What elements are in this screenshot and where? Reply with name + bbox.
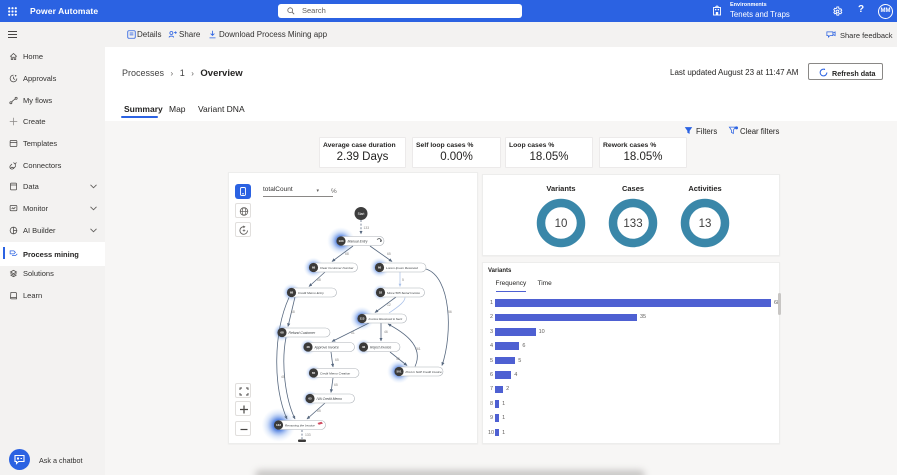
svg-text:133: 133 — [364, 226, 370, 230]
svg-text:Removing the Invoice: Removing the Invoice — [285, 424, 315, 428]
svg-text:52: 52 — [379, 291, 383, 295]
svg-text:Cases: Cases — [622, 184, 644, 193]
svg-text:133: 133 — [276, 423, 281, 427]
svg-text:13: 13 — [699, 218, 712, 230]
svg-text:10: 10 — [555, 218, 568, 230]
svg-text:68: 68 — [280, 331, 284, 335]
svg-text:56: 56 — [448, 310, 452, 314]
svg-text:65: 65 — [317, 409, 321, 413]
svg-text:Credit Memo Creation: Credit Memo Creation — [320, 372, 351, 376]
svg-text:68: 68 — [291, 310, 295, 314]
svg-text:133: 133 — [338, 239, 343, 243]
svg-text:65: 65 — [335, 358, 339, 362]
svg-text:Reject Invoice: Reject Invoice — [370, 346, 391, 350]
svg-text:65: 65 — [308, 397, 312, 401]
svg-text:65: 65 — [312, 371, 316, 375]
svg-text:Move 565 Serial Invoice: Move 565 Serial Invoice — [387, 291, 420, 295]
svg-text:Credit Memo Entry: Credit Memo Entry — [298, 291, 324, 295]
svg-text:Lorem Ipsum Received: Lorem Ipsum Received — [386, 266, 418, 270]
svg-text:461: 461 — [415, 347, 421, 351]
svg-text:46: 46 — [384, 330, 388, 334]
svg-text:45: 45 — [281, 375, 285, 379]
svg-text:12: 12 — [387, 303, 391, 307]
svg-text:501: 501 — [396, 370, 401, 374]
svg-text:133: 133 — [305, 433, 311, 437]
svg-text:Manual Entry: Manual Entry — [348, 240, 368, 244]
svg-text:68: 68 — [345, 252, 349, 256]
svg-text:5: 5 — [402, 278, 404, 282]
svg-text:Post in SAP Credit Invoice: Post in SAP Credit Invoice — [406, 370, 442, 374]
svg-text:68: 68 — [317, 278, 321, 282]
svg-text:61: 61 — [351, 331, 355, 335]
svg-text:133: 133 — [623, 218, 642, 230]
svg-text:Approve Invoice: Approve Invoice — [314, 346, 339, 350]
svg-text:48: 48 — [306, 345, 310, 349]
svg-text:Start: Start — [358, 212, 365, 216]
svg-text:Refund Customer: Refund Customer — [289, 331, 316, 335]
svg-text:Variants: Variants — [546, 184, 575, 193]
svg-text:Clear Customer Number: Clear Customer Number — [320, 266, 354, 270]
svg-text:45: 45 — [396, 357, 400, 361]
svg-text:65: 65 — [334, 383, 338, 387]
svg-text:65: 65 — [387, 252, 391, 256]
svg-text:Activities: Activities — [688, 184, 721, 193]
svg-text:IVA Credit Memo: IVA Credit Memo — [317, 397, 343, 401]
svg-text:66: 66 — [378, 266, 382, 270]
svg-text:68: 68 — [290, 291, 294, 295]
svg-text:Invoice Received & Sent: Invoice Received & Sent — [369, 317, 403, 321]
svg-text:113: 113 — [360, 317, 365, 321]
svg-text:68: 68 — [312, 266, 316, 270]
svg-text:46: 46 — [362, 345, 366, 349]
